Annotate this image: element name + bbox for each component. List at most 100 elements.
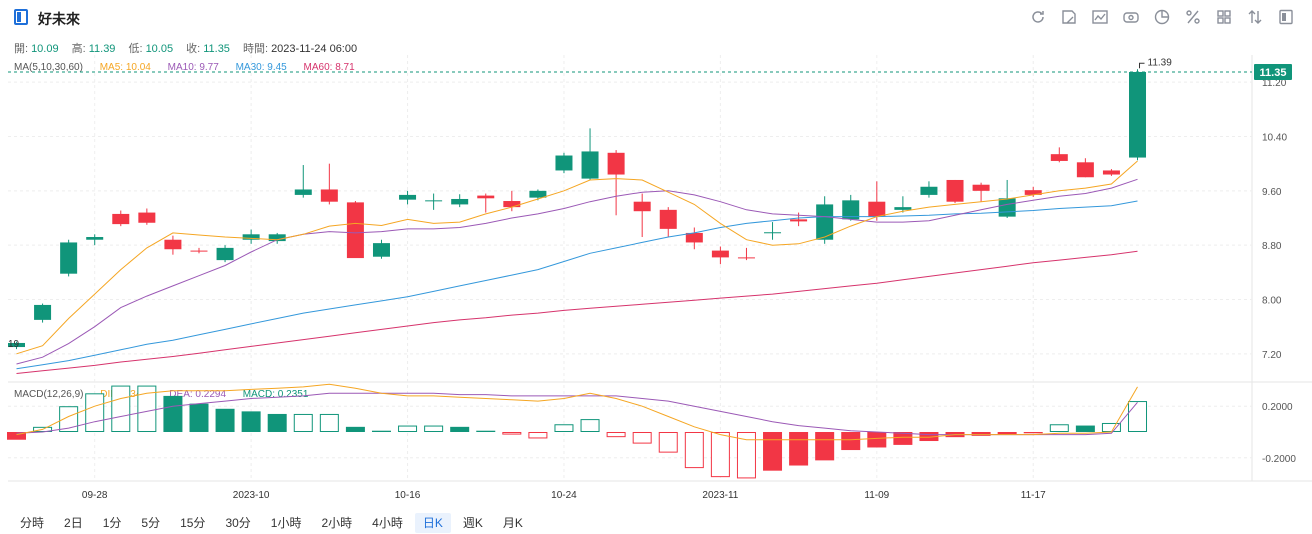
candle-body	[607, 152, 625, 175]
tab-1h[interactable]: 1小時	[270, 516, 302, 530]
time-tick-label: 11-09	[864, 490, 889, 501]
sort-icon[interactable]	[1245, 7, 1265, 27]
tab-weekly[interactable]: 週K	[462, 516, 483, 530]
macd-bar	[1049, 424, 1069, 432]
macd-bar	[371, 430, 391, 432]
app-logo-icon	[14, 9, 28, 25]
left-edge-marker: 19	[8, 339, 20, 350]
macd-value-legend: MACD: 0.2351	[242, 389, 309, 400]
tab-4h[interactable]: 4小時	[372, 516, 403, 530]
tab-5min[interactable]: 5分	[141, 516, 161, 530]
macd-bar	[997, 432, 1017, 435]
macd-bar	[554, 424, 574, 432]
macd-bar	[893, 432, 913, 445]
macd-bar	[789, 432, 809, 466]
header: 好未來	[0, 0, 1312, 34]
dif-line	[16, 383, 1138, 441]
time-tick-label: 2023-10	[233, 490, 270, 501]
stock-title: 好未來	[38, 11, 80, 27]
candle-body	[711, 250, 729, 258]
price-tick-label: 11.20	[1262, 78, 1287, 89]
candle-body	[1102, 170, 1120, 175]
macd-bar	[528, 432, 548, 439]
macd-bar	[658, 432, 678, 453]
last-price-tag: 11.35	[1260, 67, 1287, 79]
high-value: 11.39	[88, 43, 116, 55]
macd-bar	[763, 432, 783, 471]
candle-body	[581, 151, 599, 179]
candle-body	[868, 201, 886, 217]
price-tick-label: 10.40	[1262, 133, 1287, 144]
tab-2d[interactable]: 2日	[64, 516, 83, 530]
macd-tick-label: -0.2000	[1262, 454, 1296, 465]
macd-title: MACD(12,26,9)	[14, 389, 84, 400]
candle-body	[633, 201, 651, 212]
candle-body	[60, 242, 78, 274]
macd-bar	[919, 432, 939, 442]
ma60-legend: MA60: 8.71	[303, 62, 355, 73]
tab-30min[interactable]: 30分	[225, 516, 251, 530]
time-tick-label: 11-17	[1021, 490, 1046, 501]
candle-body	[972, 184, 990, 191]
candle-body	[685, 232, 703, 243]
close-value: 11.35	[203, 43, 230, 55]
open-value: 10.09	[31, 43, 59, 55]
macd-bar	[85, 393, 105, 433]
macd-bar	[606, 432, 626, 438]
candle-body	[190, 250, 208, 252]
ohlc-bar: 開: 10.09 高: 11.39 低: 10.05 收: 11.35 時間: 2023-…	[14, 40, 360, 56]
tab-daily[interactable]: 日K	[414, 513, 451, 533]
candle-body	[1050, 154, 1068, 161]
macd-bar	[632, 432, 652, 444]
candle-body	[816, 204, 834, 240]
refresh-icon[interactable]	[1028, 7, 1048, 27]
pie-icon[interactable]	[1152, 7, 1172, 27]
grid-icon[interactable]	[1214, 7, 1234, 27]
draw-icon[interactable]	[1059, 7, 1079, 27]
candle-body	[451, 198, 469, 205]
price-tick-label: 8.00	[1262, 296, 1282, 307]
candle-body	[659, 209, 677, 229]
candle-body	[503, 201, 521, 208]
macd-bar	[971, 432, 991, 436]
candle-body	[425, 200, 443, 202]
candle-body	[346, 202, 364, 259]
macd-bar	[1128, 401, 1148, 433]
percent-icon[interactable]	[1183, 7, 1203, 27]
candle-body	[138, 212, 156, 223]
toolbar	[1028, 7, 1296, 27]
macd-bar	[815, 432, 835, 461]
candle-body	[764, 232, 782, 234]
high-marker-arrow	[1139, 62, 1145, 69]
compare-icon[interactable]	[1121, 7, 1141, 27]
tab-1min[interactable]: 1分	[102, 516, 122, 530]
candle-body	[164, 239, 182, 250]
candle-body	[242, 234, 260, 240]
fullscreen-icon[interactable]	[1276, 7, 1296, 27]
macd-bar	[7, 432, 26, 440]
candle-body	[920, 186, 938, 195]
macd-bar	[345, 426, 365, 432]
ma5-line	[16, 160, 1138, 355]
time-tick-label: 09-28	[82, 490, 108, 501]
indicator-icon[interactable]	[1090, 7, 1110, 27]
tab-fenshi[interactable]: 分時	[20, 516, 45, 530]
ma60-line	[16, 250, 1138, 374]
macd-bar	[137, 385, 157, 432]
macd-bar	[59, 406, 79, 433]
macd-bar	[684, 432, 704, 469]
candle-body	[268, 234, 286, 242]
price-tick-label: 7.20	[1262, 350, 1282, 361]
tab-2h[interactable]: 2小時	[321, 516, 353, 530]
candle-body	[294, 189, 312, 195]
macd-bar	[189, 403, 209, 432]
macd-bar	[163, 395, 183, 432]
macd-bar	[319, 413, 339, 432]
time-tick-label: 10-16	[395, 490, 421, 501]
candle-body	[555, 155, 573, 171]
tab-monthly[interactable]: 月K	[502, 516, 523, 530]
tab-15min[interactable]: 15分	[180, 516, 206, 530]
time-label: 時間:	[243, 43, 269, 55]
candle-body	[529, 190, 547, 198]
